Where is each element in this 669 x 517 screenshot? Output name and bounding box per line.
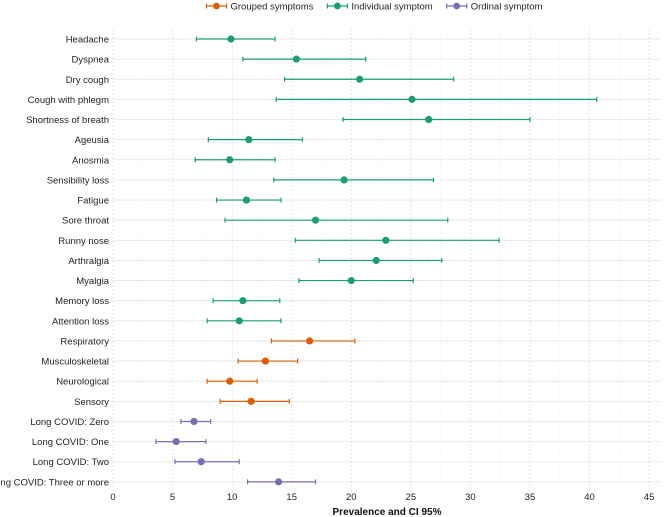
- legend-label: Individual symptom: [351, 2, 432, 13]
- x-tick-label: 35: [525, 492, 536, 503]
- point-estimate: [226, 377, 234, 385]
- y-category-label: Long COVID: Three or more: [0, 477, 109, 488]
- legend-key-dot: [213, 2, 220, 10]
- y-category-label: Dry cough: [66, 75, 109, 86]
- x-axis-ticks: 0 5 10 15 20 25 30 35 40 45: [110, 492, 654, 503]
- point-estimate: [247, 397, 255, 405]
- point-estimate: [190, 417, 198, 426]
- point-estimate: [292, 55, 301, 63]
- x-tick-label: 20: [346, 492, 357, 503]
- y-category-label: Sore throat: [62, 216, 109, 227]
- x-tick-label: 40: [584, 492, 595, 503]
- x-axis-title: Prevalence and CI 95%: [333, 507, 442, 517]
- point-estimate: [235, 317, 243, 325]
- legend-key-dot: [333, 2, 341, 10]
- y-category-label: Neurological: [56, 377, 109, 388]
- point-estimate: [261, 357, 270, 365]
- point-estimate: [197, 458, 205, 466]
- point-estimate: [305, 337, 314, 345]
- y-category-label: Cough with phlegm: [28, 95, 109, 106]
- y-category-label: Runny nose: [58, 236, 109, 247]
- legend: Grouped symptoms Individual symptom Ordina…: [205, 2, 543, 13]
- legend-item-individual: Individual symptom: [326, 2, 433, 13]
- legend-label: Ordinal symptom: [471, 2, 543, 13]
- data-marks: [155, 35, 598, 486]
- x-tick-label: 25: [406, 492, 417, 503]
- y-category-label: Long COVID: Two: [33, 457, 109, 468]
- point-estimate: [311, 216, 320, 224]
- y-category-label: Shortness of breath: [26, 115, 109, 126]
- point-estimate: [340, 176, 348, 184]
- x-tick-label: 30: [465, 492, 476, 503]
- y-category-label: Anosmia: [72, 155, 110, 166]
- point-estimate: [226, 156, 234, 164]
- y-category-label: Fatigue: [77, 196, 109, 207]
- point-estimate: [372, 256, 380, 265]
- point-estimate: [245, 136, 253, 144]
- y-category-label: Attention loss: [52, 316, 109, 327]
- y-category-label: Sensibility loss: [47, 175, 110, 186]
- point-estimate: [242, 196, 251, 204]
- y-category-label: Headache: [66, 35, 109, 46]
- point-estimate: [239, 297, 247, 305]
- point-estimate: [356, 75, 364, 83]
- y-category-label: Myalgia: [76, 276, 109, 287]
- y-category-label: Dyspnea: [72, 55, 110, 66]
- x-tick-label: 5: [170, 492, 175, 503]
- x-tick-label: 0: [110, 492, 115, 503]
- y-category-label: Long COVID: Zero: [30, 417, 109, 428]
- legend-item-grouped: Grouped symptoms: [205, 2, 314, 13]
- point-estimate: [274, 478, 283, 486]
- point-estimate: [227, 35, 235, 43]
- y-axis-labels: Headache Dyspnea Dry cough Cough with phleg…: [0, 35, 110, 489]
- point-estimate: [382, 236, 390, 244]
- point-estimate: [347, 276, 355, 285]
- y-category-label: Musculoskeletal: [41, 357, 109, 368]
- x-tick-label: 15: [286, 492, 297, 503]
- grid-lines: [112, 29, 661, 492]
- point-estimate: [172, 438, 180, 446]
- y-category-label: Memory loss: [55, 296, 109, 307]
- legend-item-ordinal: Ordinal symptom: [446, 2, 543, 13]
- legend-label: Grouped symptoms: [230, 2, 313, 13]
- y-category-label: Sensory: [74, 397, 109, 408]
- y-category-label: Respiratory: [60, 336, 109, 347]
- y-category-label: Ageusia: [75, 135, 110, 146]
- x-tick-label: 45: [644, 492, 655, 503]
- y-category-label: Long COVID: One: [32, 437, 109, 448]
- point-estimate: [408, 95, 416, 103]
- point-estimate: [425, 115, 433, 124]
- x-tick-label: 10: [227, 492, 238, 503]
- legend-key-dot: [453, 2, 461, 10]
- y-category-label: Arthralgia: [68, 256, 109, 267]
